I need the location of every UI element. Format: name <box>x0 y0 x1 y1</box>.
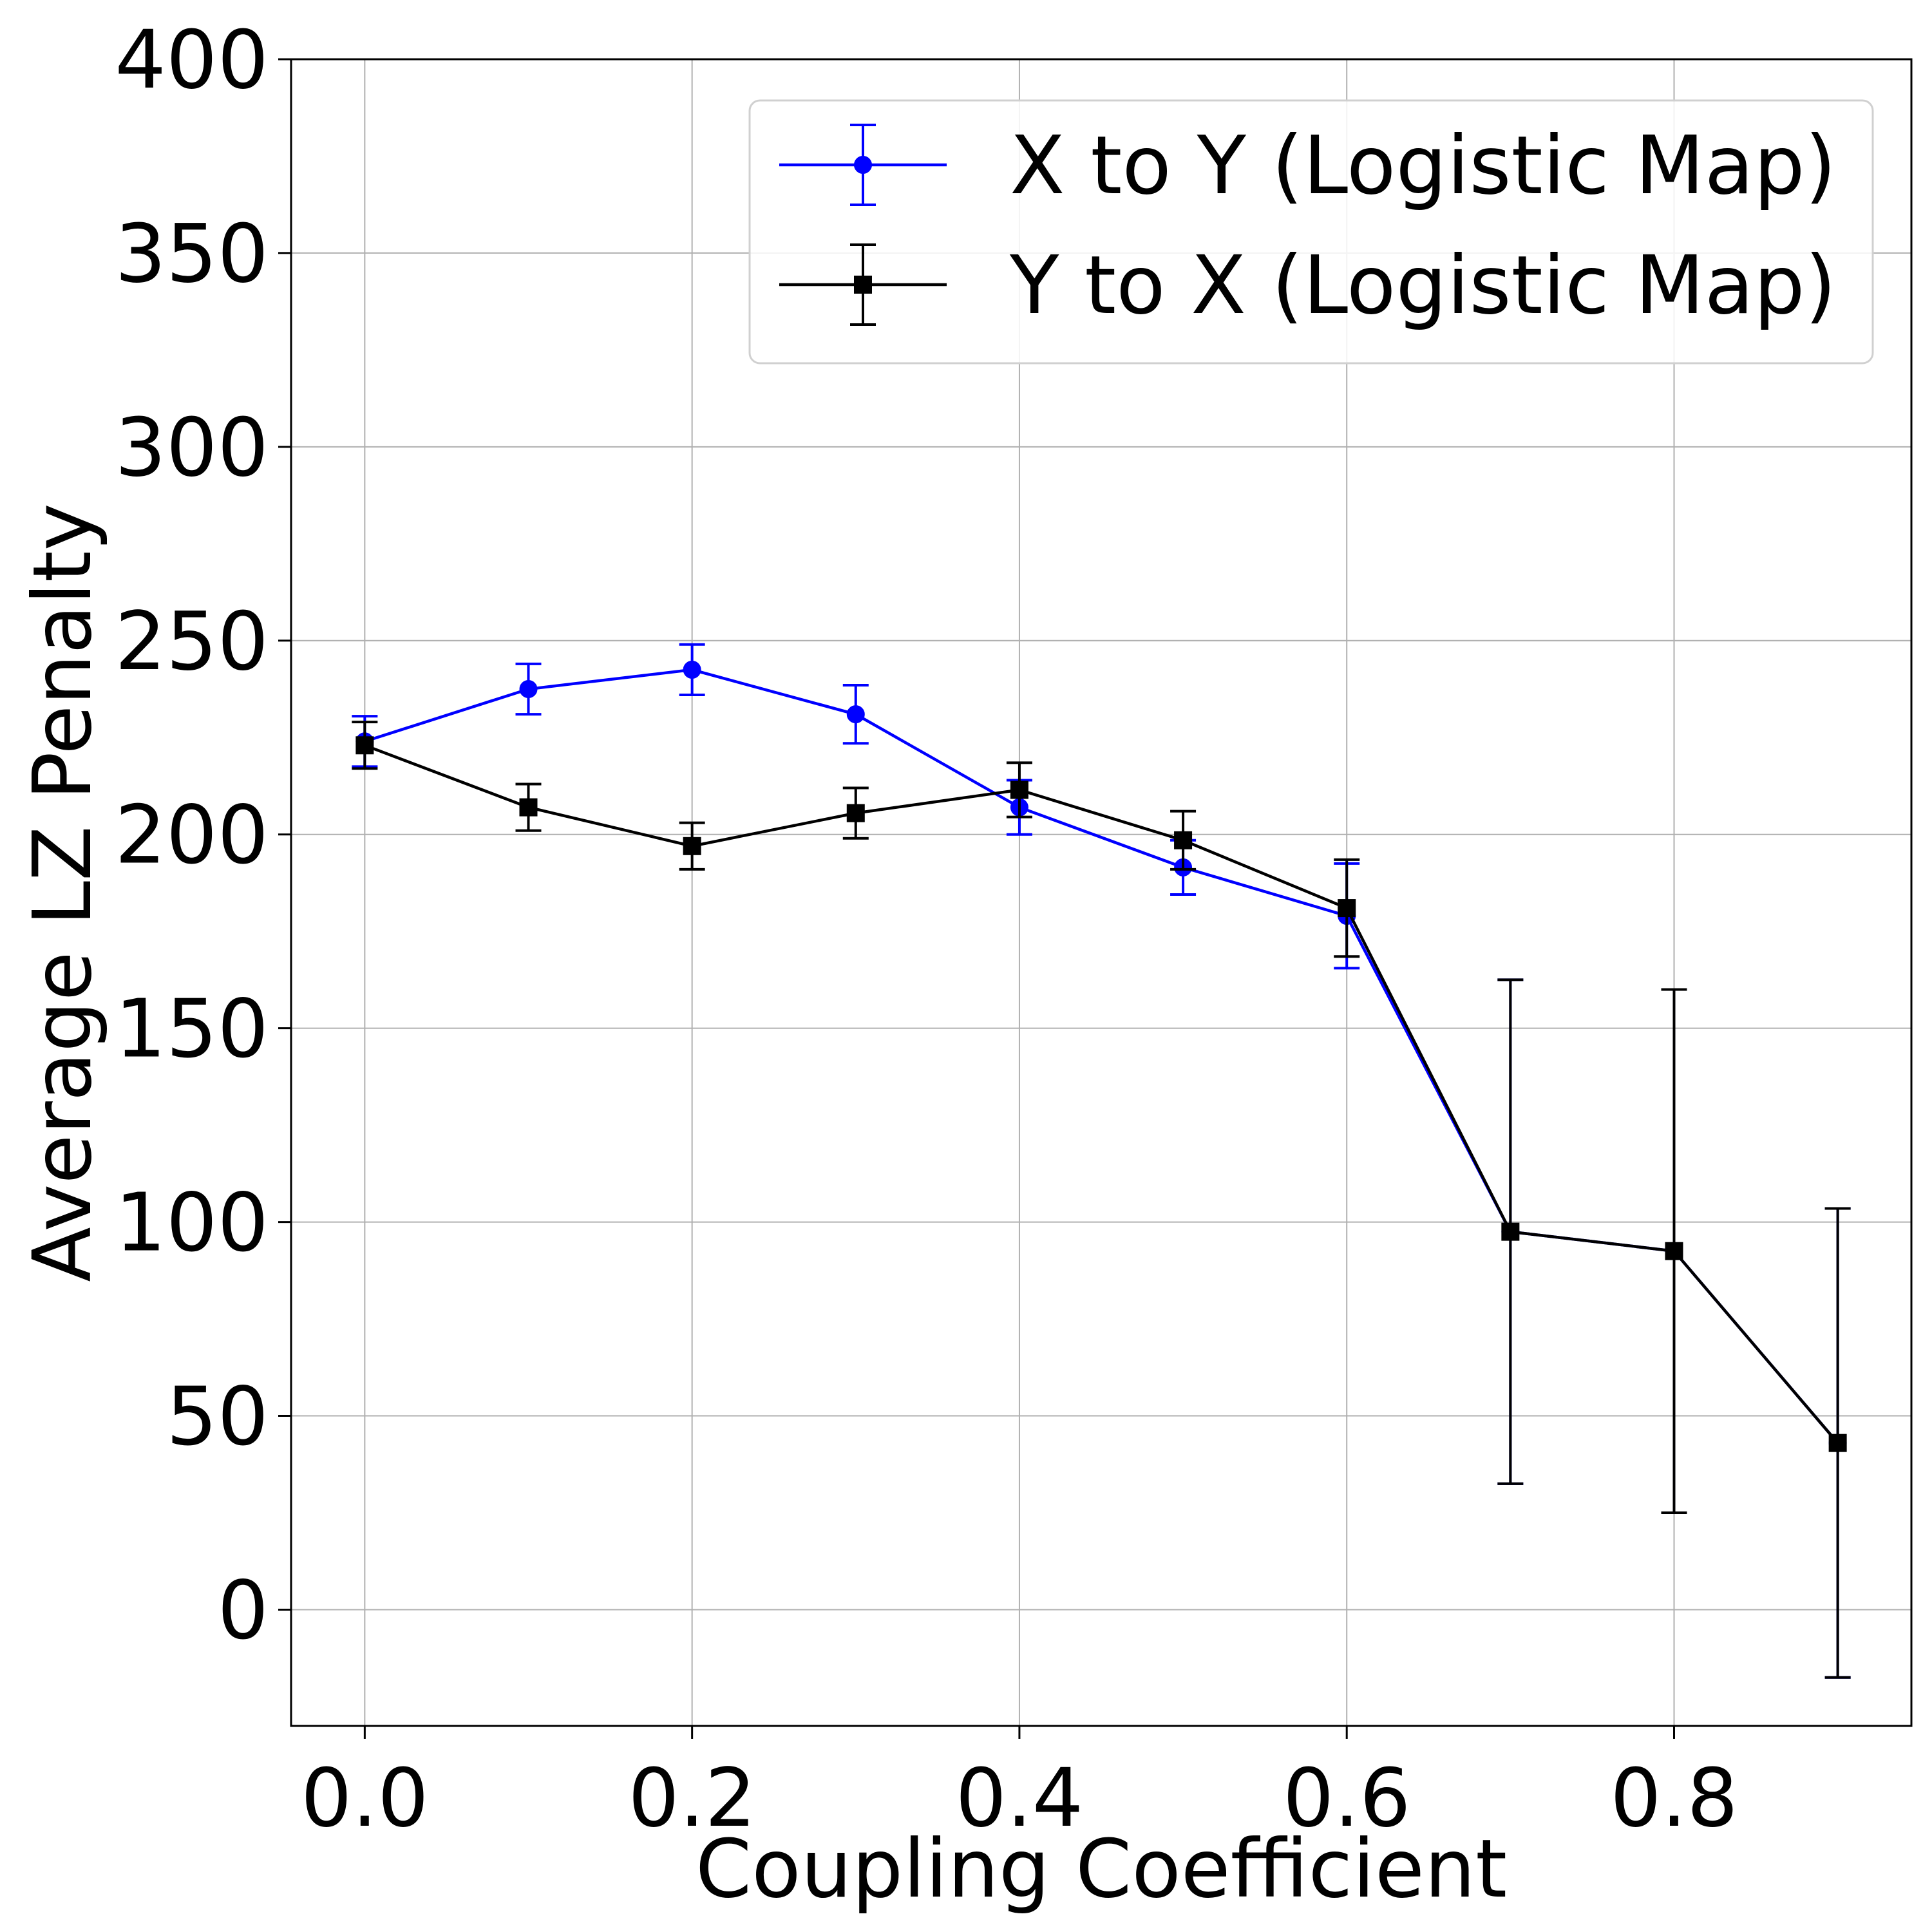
data-point <box>846 705 865 724</box>
data-point <box>683 660 701 679</box>
legend-marker <box>854 156 872 174</box>
data-point <box>683 837 701 855</box>
series-layer <box>352 643 1851 1679</box>
x-tick-label: 0.4 <box>956 1752 1084 1845</box>
legend-label: X to Y (Logistic Map) <box>1010 119 1836 213</box>
y-tick-label: 100 <box>115 1177 269 1270</box>
legend-label: Y to X (Logistic Map) <box>1009 239 1836 332</box>
plot-frame <box>290 58 1913 1727</box>
data-point <box>1665 1242 1683 1260</box>
legend-box <box>748 99 1874 365</box>
x-tick-label: 0.6 <box>1283 1752 1411 1845</box>
legend: X to Y (Logistic Map) Y to X (Logistic Ma… <box>748 99 1874 365</box>
data-point <box>846 804 865 822</box>
x-tick-label: 0.0 <box>301 1752 429 1845</box>
series-2 <box>352 721 1851 1679</box>
y-tick-label: 350 <box>115 207 269 301</box>
y-tick-label: 200 <box>115 789 269 882</box>
y-tick-label: 50 <box>166 1370 269 1464</box>
y-tick-label: 0 <box>217 1564 269 1657</box>
data-point <box>1501 1222 1520 1241</box>
axis-ticks: 0.0 0.2 0.4 0.6 0.8 0 50 100 150 200 250 300 350 400 <box>115 14 1738 1845</box>
data-point <box>1010 781 1028 799</box>
data-point <box>1338 899 1356 918</box>
y-tick-label: 250 <box>115 595 269 688</box>
y-tick-label: 400 <box>115 14 269 107</box>
y-axis-title: Average LZ Penalty <box>16 503 109 1282</box>
data-point <box>355 736 374 755</box>
legend-marker <box>854 276 872 294</box>
data-point <box>1828 1434 1847 1452</box>
data-point <box>519 680 538 699</box>
data-point <box>1174 831 1193 849</box>
x-tick-label: 0.2 <box>628 1752 756 1845</box>
y-tick-label: 300 <box>115 401 269 495</box>
x-tick-label: 0.8 <box>1610 1752 1738 1845</box>
x-axis-title: Coupling Coefficient <box>696 1823 1507 1916</box>
series-line <box>364 744 1839 1444</box>
data-point <box>519 798 538 817</box>
y-tick-label: 150 <box>115 983 269 1076</box>
